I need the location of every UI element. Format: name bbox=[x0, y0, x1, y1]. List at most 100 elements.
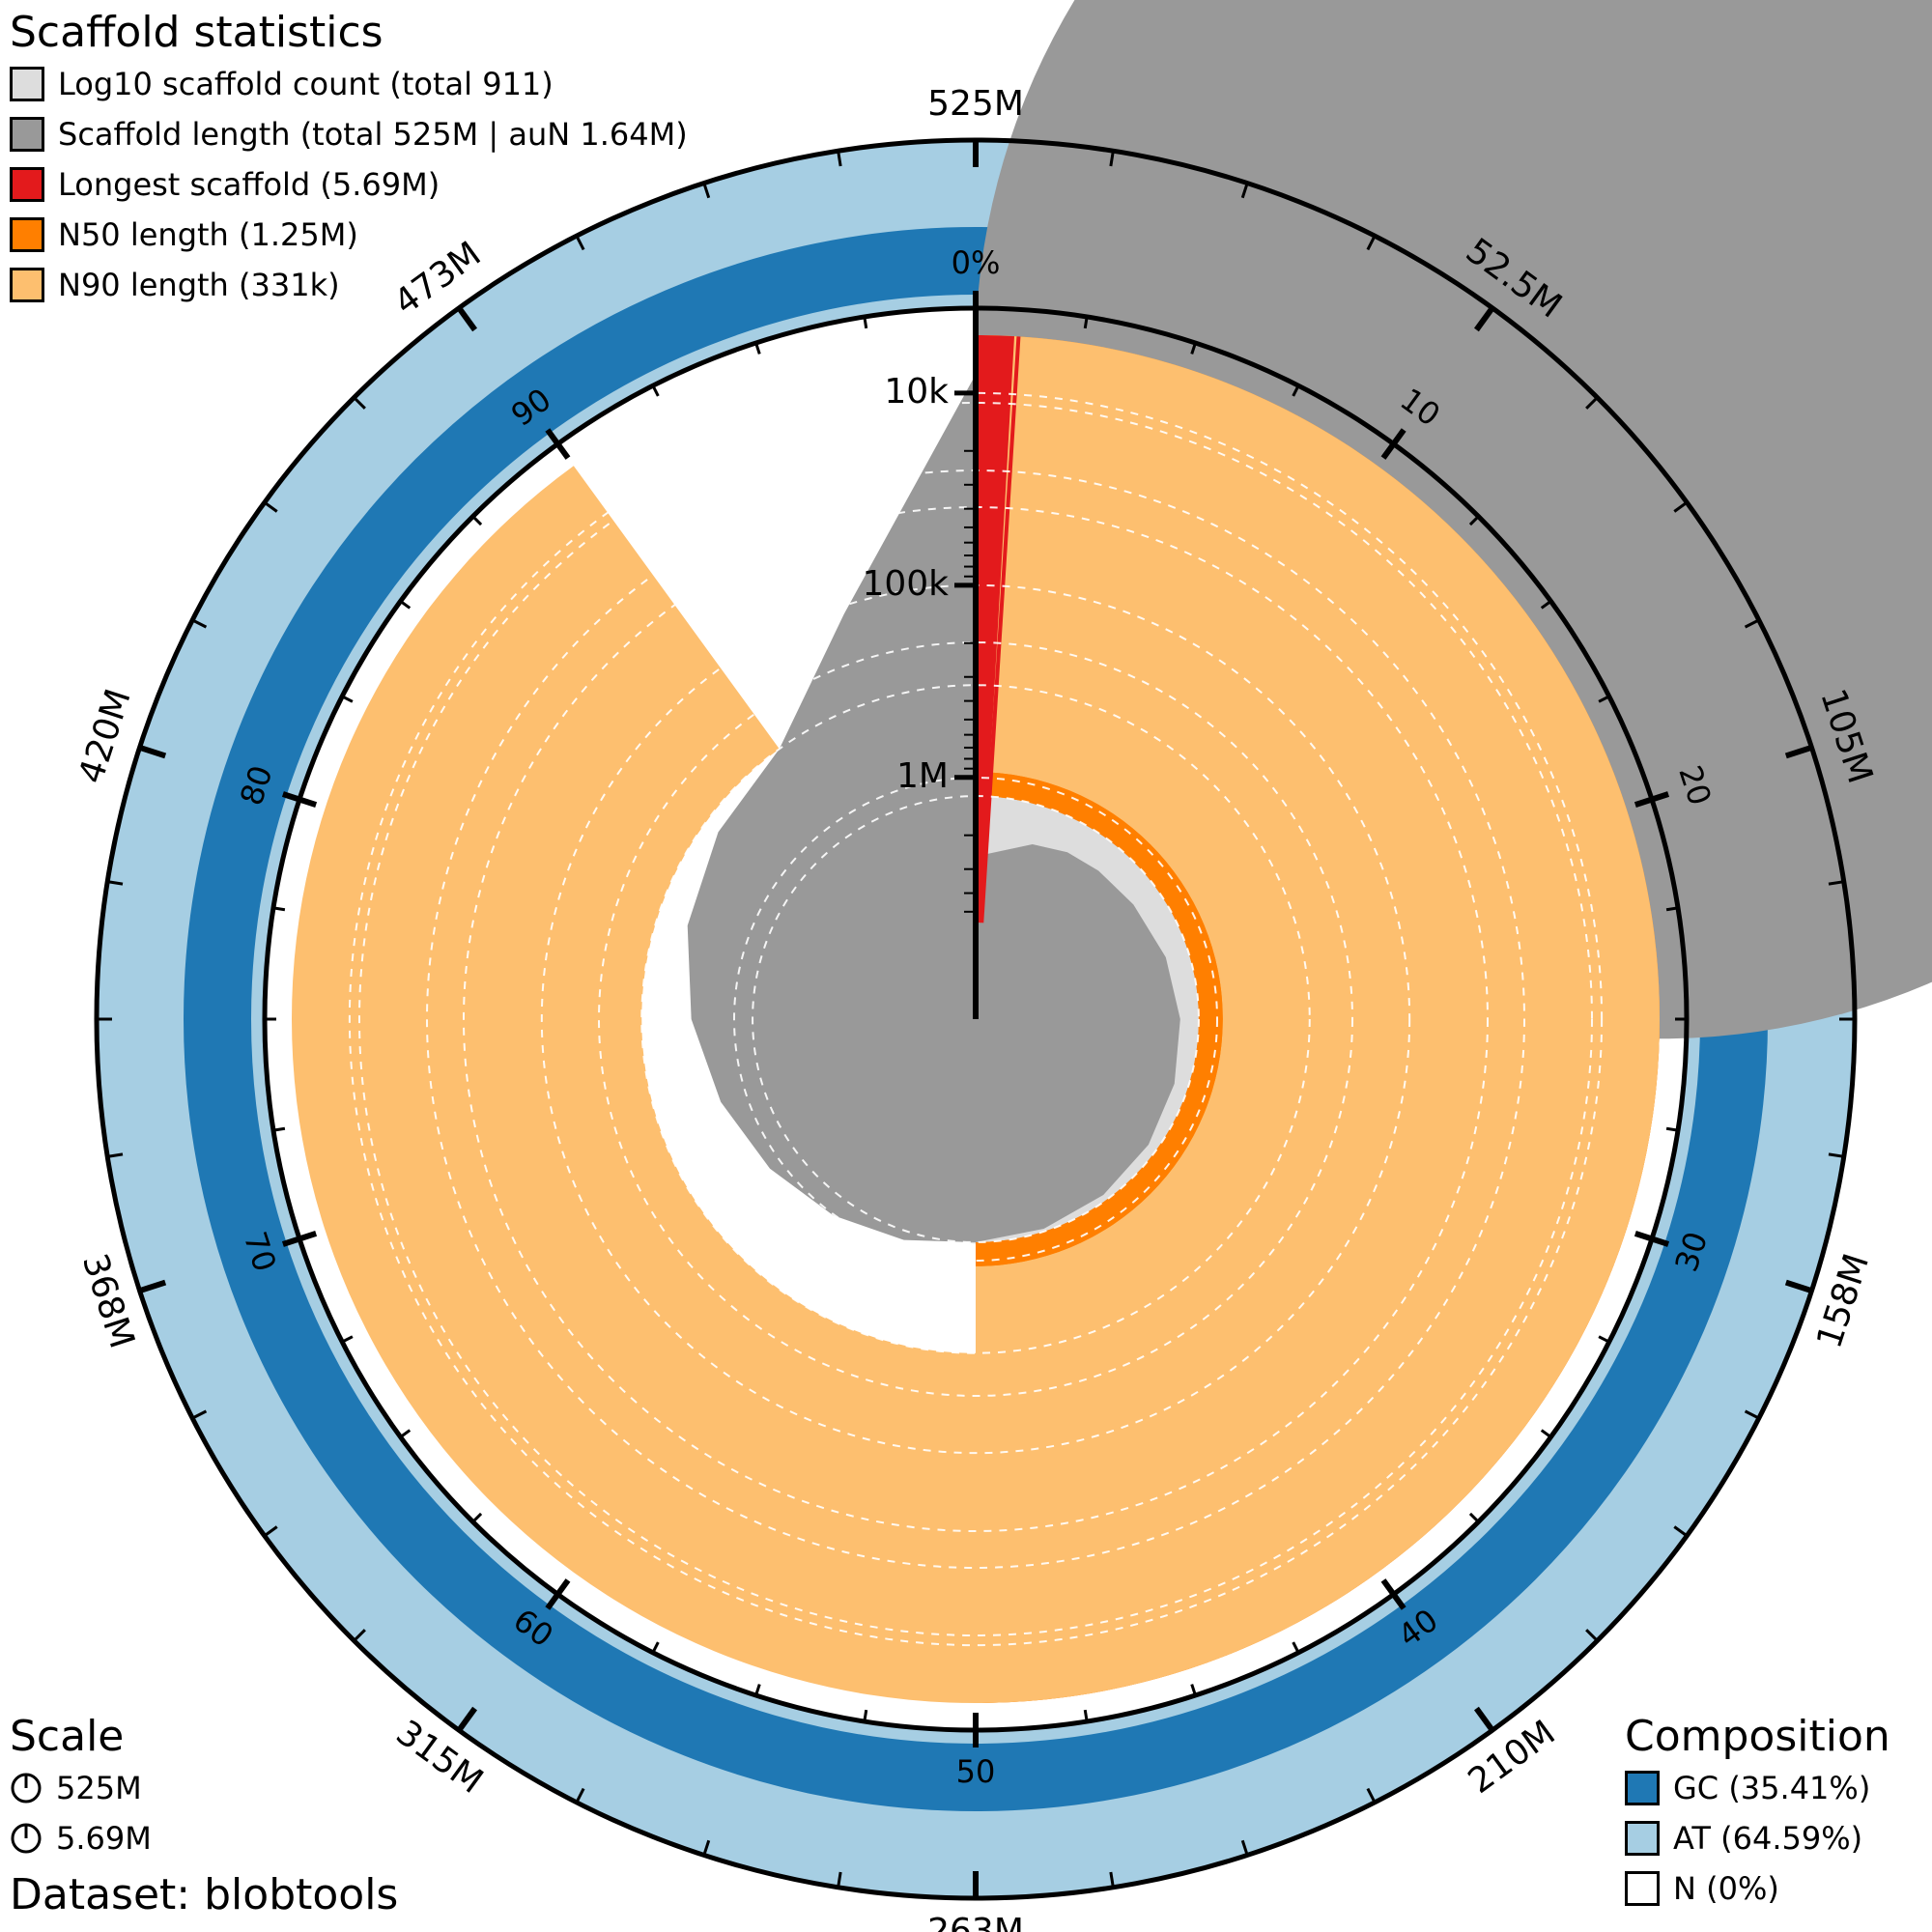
percent-minor-tick bbox=[1540, 600, 1552, 610]
length-tick bbox=[1473, 306, 1495, 332]
length-tick bbox=[106, 1152, 124, 1158]
length-tick bbox=[1828, 1152, 1845, 1158]
percent-minor-tick bbox=[863, 316, 868, 329]
radial-label: 10k bbox=[884, 372, 949, 412]
length-tick bbox=[1109, 1871, 1115, 1889]
percent-minor-tick bbox=[1083, 1709, 1089, 1722]
percent-minor-tick bbox=[341, 695, 354, 703]
length-tick bbox=[138, 1279, 167, 1294]
length-tick bbox=[353, 396, 366, 410]
length-tick bbox=[263, 500, 278, 513]
legend-title: Scaffold statistics bbox=[10, 8, 384, 57]
length-tick bbox=[1585, 396, 1599, 410]
percent-tick bbox=[1634, 1231, 1670, 1247]
percent-minor-tick bbox=[399, 600, 412, 610]
percent-minor-tick bbox=[1665, 906, 1679, 912]
percent-tick bbox=[281, 1231, 318, 1247]
length-tick bbox=[191, 1409, 208, 1420]
dataset-label: Dataset: blobtools bbox=[10, 1870, 399, 1919]
percent-minor-tick bbox=[1468, 515, 1480, 526]
length-tick bbox=[138, 744, 167, 759]
percent-minor-tick bbox=[1190, 1684, 1197, 1696]
percent-minor-tick bbox=[1190, 342, 1197, 355]
legend-item-scaffold-count: Log10 scaffold count (total 911) bbox=[10, 59, 688, 109]
composition-swatch-at bbox=[1625, 1820, 1660, 1856]
scale-inner-icon bbox=[11, 1823, 42, 1854]
percent-tick bbox=[1380, 1578, 1406, 1610]
length-tick bbox=[702, 183, 711, 199]
length-tick bbox=[1784, 744, 1813, 759]
length-tick bbox=[1585, 1629, 1599, 1642]
length-tick bbox=[1784, 1279, 1813, 1294]
scale-outer-label: 525M bbox=[56, 1769, 142, 1806]
composition-label-at: AT (64.59%) bbox=[1673, 1819, 1863, 1857]
scaffold-statistics-legend: Scaffold statistics Log10 scaffold count… bbox=[10, 8, 688, 310]
length-tick bbox=[1366, 235, 1377, 251]
length-tick bbox=[1673, 1525, 1689, 1538]
length-tick bbox=[1744, 618, 1760, 629]
length-tick bbox=[837, 150, 842, 167]
length-scale-label: 263M bbox=[927, 1912, 1024, 1932]
composition-item-gc: GC (35.41%) bbox=[1625, 1763, 1890, 1813]
length-scale-label: 420M bbox=[71, 684, 139, 788]
percent-minor-tick bbox=[754, 342, 761, 355]
legend-label-scaffold-length: Scaffold length (total 525M | auN 1.64M) bbox=[58, 115, 688, 153]
percent-minor-tick bbox=[863, 1709, 868, 1722]
length-tick bbox=[837, 1871, 842, 1889]
radial-label: 1M bbox=[896, 756, 949, 796]
legend-item-longest-scaffold: Longest scaffold (5.69M) bbox=[10, 159, 688, 210]
grid-circle-1 bbox=[752, 795, 1200, 1243]
legend-label-longest-scaffold: Longest scaffold (5.69M) bbox=[58, 165, 440, 203]
length-tick bbox=[456, 306, 478, 332]
percent-minor-tick bbox=[651, 1641, 660, 1654]
radial-label: 100k bbox=[862, 564, 949, 604]
percent-minor-tick bbox=[651, 384, 660, 397]
legend-label-n90: N90 length (331k) bbox=[58, 266, 340, 303]
length-tick bbox=[1240, 1839, 1249, 1856]
percent-minor-tick bbox=[341, 1335, 354, 1344]
grid-circle-8 bbox=[733, 777, 1218, 1262]
length-tick bbox=[191, 618, 208, 629]
percent-minor-tick bbox=[1292, 384, 1300, 397]
length-tick bbox=[1109, 150, 1115, 167]
percent-label: 50 bbox=[956, 1753, 996, 1790]
scale-item-outer: 525M bbox=[10, 1763, 152, 1813]
percent-minor-tick bbox=[1598, 695, 1610, 703]
length-tick bbox=[575, 235, 585, 251]
percent-label: 0% bbox=[952, 244, 1001, 281]
length-tick bbox=[1744, 1409, 1760, 1420]
scale-title: Scale bbox=[10, 1712, 125, 1761]
legend-swatch-n90 bbox=[10, 267, 44, 302]
percent-minor-tick bbox=[471, 515, 483, 526]
percent-minor-tick bbox=[272, 1126, 286, 1132]
length-tick bbox=[1473, 1706, 1495, 1732]
legend-label-n50: N50 length (1.25M) bbox=[58, 215, 358, 253]
legend-swatch-n50 bbox=[10, 216, 44, 252]
length-tick bbox=[263, 1525, 278, 1538]
composition-label-n: N (0%) bbox=[1673, 1869, 1779, 1907]
scale-item-inner: 5.69M bbox=[10, 1813, 152, 1863]
percent-minor-tick bbox=[1540, 1429, 1552, 1438]
scale-outer-icon bbox=[11, 1773, 42, 1804]
percent-minor-tick bbox=[399, 1429, 412, 1438]
legend-item-n90: N90 length (331k) bbox=[10, 260, 688, 310]
composition-swatch-n bbox=[1625, 1870, 1660, 1906]
longest-scaffold-wedge bbox=[976, 335, 1015, 923]
length-tick bbox=[353, 1629, 366, 1642]
percent-minor-tick bbox=[1292, 1641, 1300, 1654]
grid-circle-7 bbox=[598, 641, 1353, 1397]
grid-circle-3 bbox=[348, 391, 1604, 1647]
length-tick bbox=[1673, 500, 1689, 513]
percent-tick bbox=[1634, 791, 1670, 808]
percent-minor-tick bbox=[1598, 1335, 1610, 1344]
composition-item-at: AT (64.59%) bbox=[1625, 1813, 1890, 1863]
legend-swatch-scaffold-length bbox=[10, 116, 44, 152]
legend-item-scaffold-length: Scaffold length (total 525M | auN 1.64M) bbox=[10, 109, 688, 159]
length-tick bbox=[1240, 183, 1249, 199]
legend-swatch-scaffold-count bbox=[10, 66, 44, 101]
composition-title: Composition bbox=[1625, 1712, 1890, 1761]
composition-item-n: N (0%) bbox=[1625, 1863, 1890, 1914]
scale-inner-label: 5.69M bbox=[56, 1819, 152, 1857]
length-tick bbox=[702, 1839, 711, 1856]
